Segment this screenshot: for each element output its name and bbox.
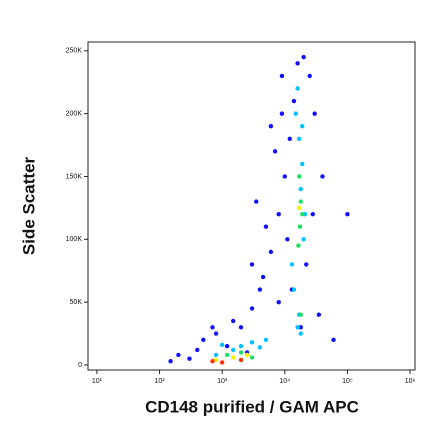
event-dot — [295, 86, 300, 91]
event-dot — [257, 287, 263, 292]
event-dot — [187, 356, 192, 361]
event-dot — [300, 123, 305, 129]
event-dot — [224, 343, 230, 349]
event-dot — [345, 211, 350, 217]
event-dot — [285, 237, 290, 242]
event-dot — [304, 262, 309, 267]
event-dot — [296, 243, 301, 248]
event-dot — [298, 325, 303, 330]
event-dot — [310, 211, 316, 217]
event-dot — [268, 249, 274, 255]
event-dot — [213, 352, 219, 358]
event-dot — [300, 211, 305, 217]
y-tick-label: 0 — [78, 362, 82, 369]
event-dot — [254, 199, 259, 204]
event-dot — [249, 340, 255, 345]
event-dot — [224, 352, 230, 358]
event-dot — [287, 136, 292, 141]
event-dot — [282, 174, 287, 179]
event-dot — [257, 345, 263, 350]
x-tick-label: 10⁴ — [279, 378, 290, 385]
event-dot — [297, 136, 302, 141]
event-dot — [219, 360, 225, 365]
event-dot — [279, 111, 285, 116]
event-dot — [176, 352, 181, 358]
event-dot — [300, 161, 305, 167]
event-dot — [249, 262, 255, 267]
event-dot — [298, 186, 303, 192]
y-tick-label: 200K — [66, 110, 83, 117]
event-dot — [301, 237, 306, 242]
event-dot — [276, 211, 281, 217]
event-dot — [295, 325, 300, 330]
event-dot — [298, 331, 303, 336]
event-dot — [213, 331, 219, 336]
x-axis-label: CD148 purified / GAM APC — [145, 397, 359, 416]
event-dot — [238, 343, 244, 349]
event-dot — [219, 342, 225, 348]
event-dot — [263, 224, 269, 229]
event-dot — [320, 174, 325, 179]
event-dot — [293, 111, 299, 116]
event-dot — [316, 312, 322, 317]
x-tick-label: 10⁵ — [342, 378, 353, 385]
event-dot — [195, 347, 200, 353]
y-tick-label: 100K — [66, 236, 83, 243]
event-dot — [295, 61, 300, 66]
event-dot — [307, 73, 312, 79]
event-dot — [289, 262, 295, 267]
event-dot — [298, 199, 303, 204]
event-dot — [231, 347, 236, 353]
event-dot — [168, 359, 173, 364]
x-tick-label: 10³ — [217, 378, 228, 385]
event-dot — [291, 287, 297, 292]
event-dot — [268, 123, 274, 129]
event-dot — [238, 357, 244, 363]
event-dot — [249, 355, 255, 360]
x-tick-label: 10¹ — [92, 378, 103, 385]
event-dot — [298, 312, 303, 317]
event-dot — [297, 205, 302, 211]
y-tick-label: 150K — [66, 173, 83, 180]
y-tick-label: 50K — [70, 299, 83, 306]
event-dot — [231, 318, 236, 324]
event-dot — [201, 337, 206, 343]
event-dot — [331, 337, 336, 343]
event-dot — [244, 352, 250, 358]
event-dot — [260, 274, 266, 280]
x-tick-label: 10² — [154, 378, 165, 385]
plot-frame — [87, 41, 416, 371]
event-dot — [279, 73, 285, 79]
event-dot — [213, 357, 219, 363]
event-dot — [210, 325, 215, 330]
event-dot — [210, 359, 215, 364]
event-dot — [297, 224, 303, 229]
event-dot — [238, 350, 244, 355]
y-axis-label: Side Scatter — [19, 156, 38, 255]
event-dot — [297, 174, 302, 179]
y-tick-label: 250K — [66, 48, 83, 55]
event-dot — [249, 306, 255, 311]
event-dot — [276, 299, 281, 305]
event-dot — [272, 149, 278, 154]
event-dot — [263, 337, 269, 343]
x-tick-label: 10⁶ — [405, 378, 416, 385]
event-dot — [312, 111, 317, 116]
event-dot — [291, 98, 297, 104]
event-dot — [238, 325, 244, 330]
event-dot — [231, 355, 236, 360]
event-dot — [301, 54, 306, 60]
